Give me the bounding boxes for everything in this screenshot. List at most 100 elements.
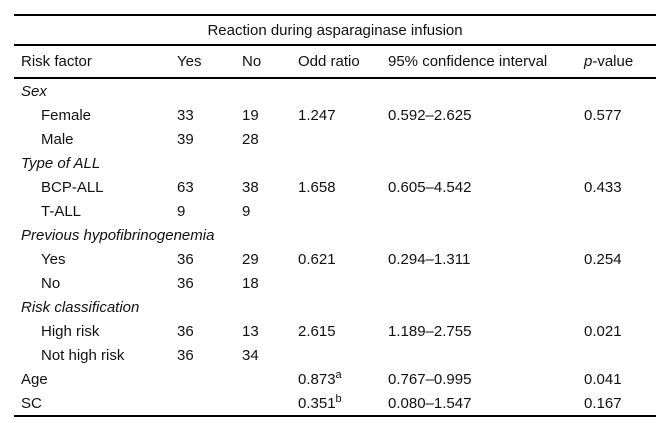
cell-odd-ratio [298,343,388,367]
cell-yes: 36 [177,346,194,364]
cell-p-value [584,223,656,247]
cell-p-value [584,127,656,151]
cell-odd-ratio: 1.247 [298,103,388,127]
row-female: Female 33 19 1.247 0.592–2.625 0.577 [14,103,656,127]
cell-p-value [584,78,656,103]
cell-odd-ratio [298,199,388,223]
cell-no [242,78,298,103]
table-header-row: Risk factor Yes No Odd ratio 95% confide… [14,45,657,79]
row-risk-classification: Risk classification [14,295,656,319]
cell-risk-factor: Sex [21,82,47,100]
cell-no: 29 [242,250,259,268]
odd-ratio-footnote-mark: b [335,392,342,405]
cell-odd-ratio: 0.351b [298,391,388,417]
cell-yes [177,151,242,175]
risk-factor-table: Reaction during asparaginase infusion Ri… [14,14,657,417]
p-suffix: -value [592,53,634,70]
cell-yes: 36 [177,322,194,340]
cell-risk-factor: Not high risk [41,346,125,364]
odd-ratio-value: 0.351 [298,394,336,412]
table-title: Reaction during asparaginase infusion [14,14,657,46]
cell-p-value: 0.577 [584,106,622,124]
cell-risk-factor: Age [21,370,48,388]
cell-confidence-interval [388,78,584,103]
cell-confidence-interval: 1.189–2.755 [388,322,472,340]
row-sex: Sex [14,78,656,103]
cell-yes: 63 [177,178,194,196]
cell-confidence-interval [388,199,584,223]
cell-risk-factor: Male [41,130,74,148]
cell-confidence-interval [388,295,584,319]
cell-confidence-interval: 0.767–0.995 [388,370,472,388]
cell-no: 19 [242,106,259,124]
column-header-risk-factor: Risk factor [14,45,177,79]
cell-confidence-interval [388,271,584,295]
cell-no [242,223,298,247]
row-high-risk: High risk 36 13 2.615 1.189–2.755 0.021 [14,319,656,343]
cell-odd-ratio [298,295,388,319]
cell-risk-factor: Yes [41,250,66,268]
cell-yes: 36 [177,250,194,268]
cell-p-value [584,295,656,319]
cell-confidence-interval [388,151,584,175]
cell-no: 38 [242,178,259,196]
cell-odd-ratio [298,127,388,151]
odd-ratio-value: 0.873 [298,370,336,388]
cell-yes [177,295,242,319]
cell-p-value [584,343,656,367]
row-not-high-risk: Not high risk 36 34 [14,343,656,367]
cell-p-value: 0.021 [584,322,622,340]
cell-yes: 9 [177,202,186,220]
cell-no: 13 [242,322,259,340]
cell-confidence-interval [388,343,584,367]
row-type-of-all: Type of ALL [14,151,656,175]
cell-confidence-interval: 0.294–1.311 [388,250,471,268]
column-header-yes: Yes [177,45,242,79]
cell-yes [177,391,242,417]
cell-p-value [584,199,656,223]
column-header-p-value: p-value [584,45,657,79]
odd-ratio-value: 1.658 [298,178,336,196]
odd-ratio-value: 1.247 [298,106,336,124]
table-title-row: Reaction during asparaginase infusion [14,14,657,46]
cell-p-value: 0.433 [584,178,622,196]
row-hypofibrinogenemia-no: No 36 18 [14,271,656,295]
cell-risk-factor: T-ALL [41,202,82,220]
row-bcp-all: BCP-ALL 63 38 1.658 0.605–4.542 0.433 [14,175,656,199]
cell-p-value: 0.254 [584,250,622,268]
row-age: Age 0.873a 0.767–0.995 0.041 [14,367,656,391]
cell-yes: 36 [177,274,194,292]
cell-no [242,151,298,175]
row-sc: SC 0.351b 0.080–1.547 0.167 [14,391,657,417]
cell-yes: 33 [177,106,194,124]
cell-yes [177,78,242,103]
cell-confidence-interval: 0.592–2.625 [388,106,472,124]
cell-risk-factor: SC [14,391,177,417]
column-header-odd-ratio: Odd ratio [298,45,388,79]
cell-no: 18 [242,274,259,292]
cell-no [242,367,298,391]
cell-p-value [584,271,656,295]
cell-risk-factor: Female [41,106,92,124]
row-t-all: T-ALL 9 9 [14,199,656,223]
cell-odd-ratio: 1.658 [298,175,388,199]
cell-yes [177,367,242,391]
cell-risk-factor: Risk classification [21,298,140,316]
cell-no [242,391,298,417]
cell-p-value: 0.167 [584,391,657,417]
cell-risk-factor: Type of ALL [21,154,101,172]
odd-ratio-footnote-mark: a [335,368,342,381]
cell-risk-factor: BCP-ALL [41,178,104,196]
cell-odd-ratio [298,78,388,103]
cell-confidence-interval [388,223,584,247]
cell-yes: 39 [177,130,194,148]
cell-no: 34 [242,346,259,364]
cell-odd-ratio [298,151,388,175]
cell-odd-ratio [298,223,388,247]
cell-p-value [584,151,656,175]
cell-risk-factor: No [41,274,61,292]
cell-confidence-interval: 0.080–1.547 [388,391,584,417]
cell-no [242,295,298,319]
cell-risk-factor: Previous hypofibrinogenemia [21,226,215,244]
